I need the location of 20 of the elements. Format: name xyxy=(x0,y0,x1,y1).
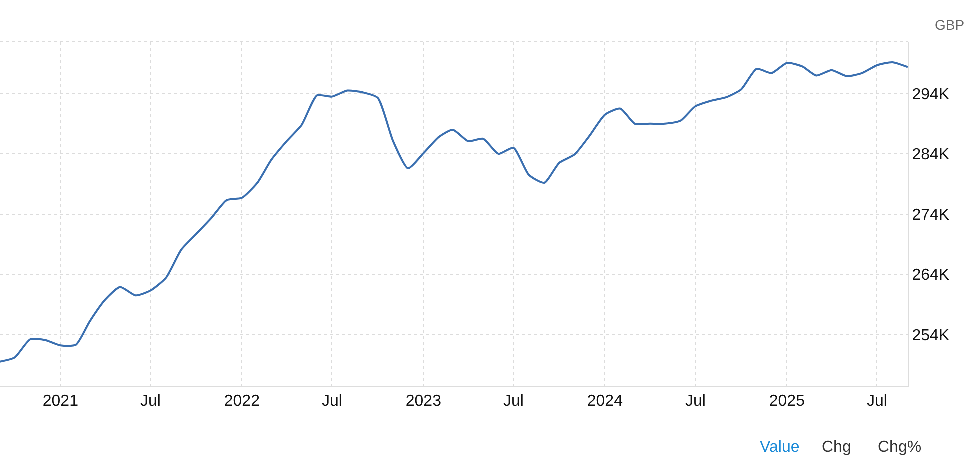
x-tick-label: Jul xyxy=(140,393,161,410)
text: Chg xyxy=(822,439,852,456)
y-tick-label: 284K xyxy=(912,146,950,164)
x-tick-label: 2025 xyxy=(769,393,806,410)
y-tick-label: 254K xyxy=(912,327,950,344)
x-tick-label: Jul xyxy=(503,393,524,410)
x-tick-label: 2022 xyxy=(224,393,260,410)
text: Chg% xyxy=(878,439,922,456)
y-tick-label: 264K xyxy=(912,267,950,284)
text: Value xyxy=(760,439,800,456)
x-tick-label: Jul xyxy=(866,393,888,410)
x-tick-label: 2021 xyxy=(42,393,79,410)
x-tick-label: 2023 xyxy=(406,393,442,410)
line-series xyxy=(0,61,908,363)
y-axis-title: GBP xyxy=(935,17,965,33)
x-tick-label: 2024 xyxy=(587,393,624,410)
x-tick-label: Jul xyxy=(322,393,342,410)
x-tick-label: Jul xyxy=(685,393,706,410)
y-tick-label: 274K xyxy=(912,206,950,224)
y-tick-label: 294K xyxy=(912,86,950,104)
